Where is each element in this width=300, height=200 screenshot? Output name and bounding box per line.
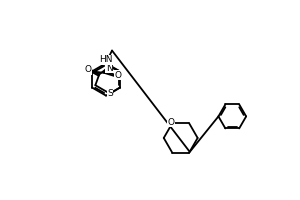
Text: O: O (84, 65, 91, 74)
Text: N: N (106, 64, 112, 73)
Text: O: O (167, 118, 174, 127)
Text: HN: HN (99, 55, 112, 64)
Text: H: H (106, 61, 112, 70)
Text: S: S (107, 89, 113, 98)
Text: O: O (115, 71, 122, 80)
